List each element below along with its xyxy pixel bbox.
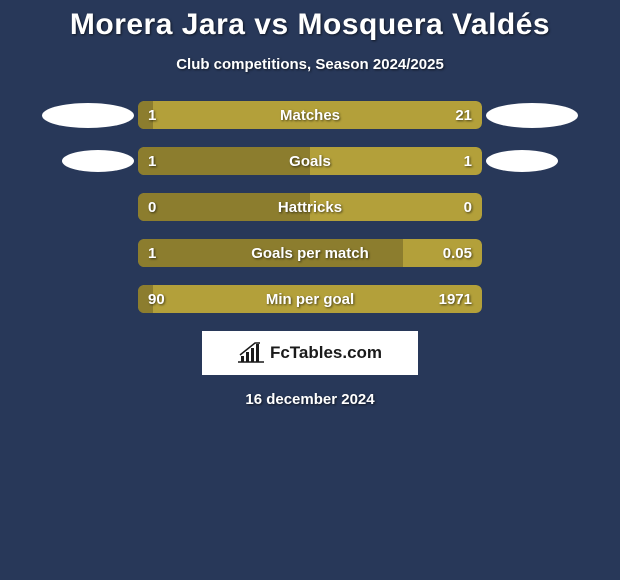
date-text: 16 december 2024 <box>0 391 620 408</box>
player-right-silhouette-icon <box>486 147 586 175</box>
stat-row-min-per-goal: 90 Min per goal 1971 <box>0 285 620 313</box>
stat-label: Goals per match <box>138 239 482 267</box>
stat-bar: 1 Goals 1 <box>138 147 482 175</box>
stat-label: Hattricks <box>138 193 482 221</box>
stat-bar: 1 Goals per match 0.05 <box>138 239 482 267</box>
stat-bar: 1 Matches 21 <box>138 101 482 129</box>
stat-label: Goals <box>138 147 482 175</box>
stat-right-value: 21 <box>455 101 472 129</box>
stat-row-goals: 1 Goals 1 <box>0 147 620 175</box>
subtitle: Club competitions, Season 2024/2025 <box>0 56 620 73</box>
stat-label: Matches <box>138 101 482 129</box>
player-right-silhouette-icon <box>486 101 586 129</box>
stat-row-goals-per-match: 1 Goals per match 0.05 <box>0 239 620 267</box>
stat-label: Min per goal <box>138 285 482 313</box>
logo-text: FcTables.com <box>270 343 382 363</box>
stat-bar: 0 Hattricks 0 <box>138 193 482 221</box>
chart-icon <box>238 342 264 364</box>
site-logo[interactable]: FcTables.com <box>202 331 418 375</box>
stat-right-value: 1971 <box>439 285 472 313</box>
stat-right-value: 0.05 <box>443 239 472 267</box>
stat-right-value: 0 <box>464 193 472 221</box>
stat-row-hattricks: 0 Hattricks 0 <box>0 193 620 221</box>
page-title: Morera Jara vs Mosquera Valdés <box>0 8 620 42</box>
stat-bar: 90 Min per goal 1971 <box>138 285 482 313</box>
stat-right-value: 1 <box>464 147 472 175</box>
player-left-silhouette-icon <box>34 147 134 175</box>
stat-row-matches: 1 Matches 21 <box>0 101 620 129</box>
player-left-silhouette-icon <box>34 101 134 129</box>
